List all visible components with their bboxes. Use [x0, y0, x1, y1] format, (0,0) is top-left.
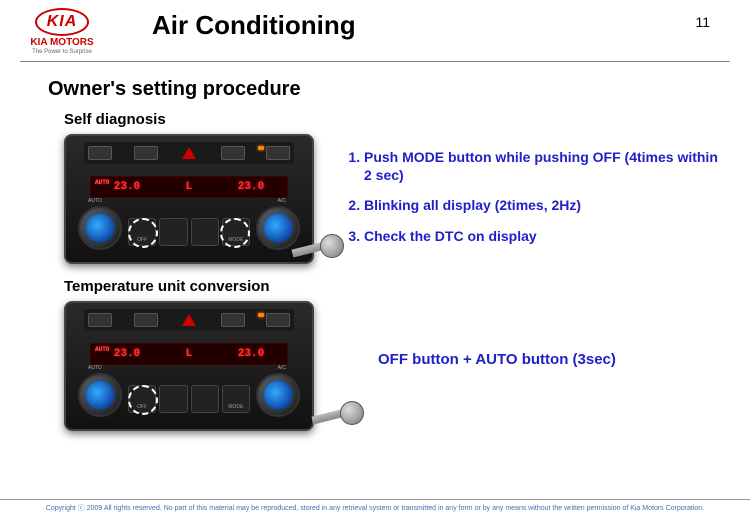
logo-subtext: KIA MOTORS [12, 37, 112, 48]
page-number: 11 [695, 8, 730, 30]
display-mid: L [186, 181, 193, 193]
defrost-rear-icon [134, 146, 158, 160]
subsection-self-diagnosis: Self diagnosis [64, 111, 720, 128]
conversion-text-column: OFF button + AUTO button (3sec) [334, 301, 616, 368]
temp-knob-left-icon [78, 206, 122, 250]
fan-button-icon [159, 385, 187, 413]
temp-knob-left-icon [78, 373, 122, 417]
air-button-icon [191, 385, 219, 413]
lcd-display: AUTO 23.0 L 23.0 [90, 176, 288, 198]
steps-column: Push MODE button while pushing OFF (4tim… [314, 134, 720, 257]
defrost-rear-icon [134, 313, 158, 327]
fan-button-icon [159, 218, 187, 246]
row-temp-conversion: AUTO 23.0 L 23.0 AUTO A/C OFF MODE [48, 301, 720, 431]
content: Owner's setting procedure Self diagnosis… [0, 62, 750, 431]
off-button: OFF [128, 385, 156, 413]
air-button-icon [191, 218, 219, 246]
step-2: Blinking all display (2times, 2Hz) [364, 196, 720, 214]
auto-indicator: AUTO [95, 346, 109, 353]
knob-left-label: AUTO [88, 198, 102, 204]
copyright-footer: Copyright ⓒ 2009 All rights reserved. No… [0, 499, 750, 513]
step-3: Check the DTC on display [364, 227, 720, 245]
off-button: OFF [128, 218, 156, 246]
hazard-icon [179, 145, 199, 161]
indicator-led-icon [258, 313, 264, 317]
key-icon [310, 401, 364, 441]
title-area: Air Conditioning [112, 8, 695, 41]
defrost-front-icon [88, 313, 112, 327]
hazard-icon [179, 312, 199, 328]
knob-right-label: A/C [278, 365, 286, 371]
temp-left: 23.0 [114, 348, 140, 360]
temp-right: 23.0 [238, 181, 264, 193]
center-buttons-2: OFF MODE [128, 385, 250, 413]
hvac-panel-image-1: AUTO 23.0 L 23.0 AUTO A/C OFF MODE [64, 134, 314, 264]
hvac-panel-image-2: AUTO 23.0 L 23.0 AUTO A/C OFF MODE [64, 301, 334, 431]
display-mid: L [186, 348, 193, 360]
rear-defog-icon [266, 146, 290, 160]
mode-button: MODE [222, 385, 250, 413]
mode-button: MODE [222, 218, 250, 246]
auto-indicator: AUTO [95, 179, 109, 186]
temp-right: 23.0 [238, 348, 264, 360]
page-title: Air Conditioning [152, 8, 695, 41]
steps-list: Push MODE button while pushing OFF (4tim… [340, 148, 720, 245]
temp-knob-right-icon [256, 373, 300, 417]
section-title: Owner's setting procedure [48, 78, 720, 101]
indicator-led-icon [258, 146, 264, 150]
row-self-diagnosis: AUTO 23.0 L 23.0 AUTO A/C OFF MODE [48, 134, 720, 264]
key-icon [290, 234, 344, 274]
knob-left-label: AUTO [88, 365, 102, 371]
recirculate-icon [221, 146, 245, 160]
logo-block: KIA KIA MOTORS The Power to Surprise [12, 8, 112, 55]
recirculate-icon [221, 313, 245, 327]
conversion-instruction: OFF button + AUTO button (3sec) [360, 315, 616, 368]
logo-tagline: The Power to Surprise [12, 49, 112, 55]
defrost-front-icon [88, 146, 112, 160]
kia-logo-icon: KIA [35, 8, 89, 36]
rear-defog-icon [266, 313, 290, 327]
temp-left: 23.0 [114, 181, 140, 193]
lcd-display-2: AUTO 23.0 L 23.0 [90, 343, 288, 365]
step-1: Push MODE button while pushing OFF (4tim… [364, 148, 720, 184]
knob-right-label: A/C [278, 198, 286, 204]
header: KIA KIA MOTORS The Power to Surprise Air… [0, 0, 750, 55]
center-buttons: OFF MODE [128, 218, 250, 246]
subsection-temp-conversion: Temperature unit conversion [64, 278, 720, 295]
